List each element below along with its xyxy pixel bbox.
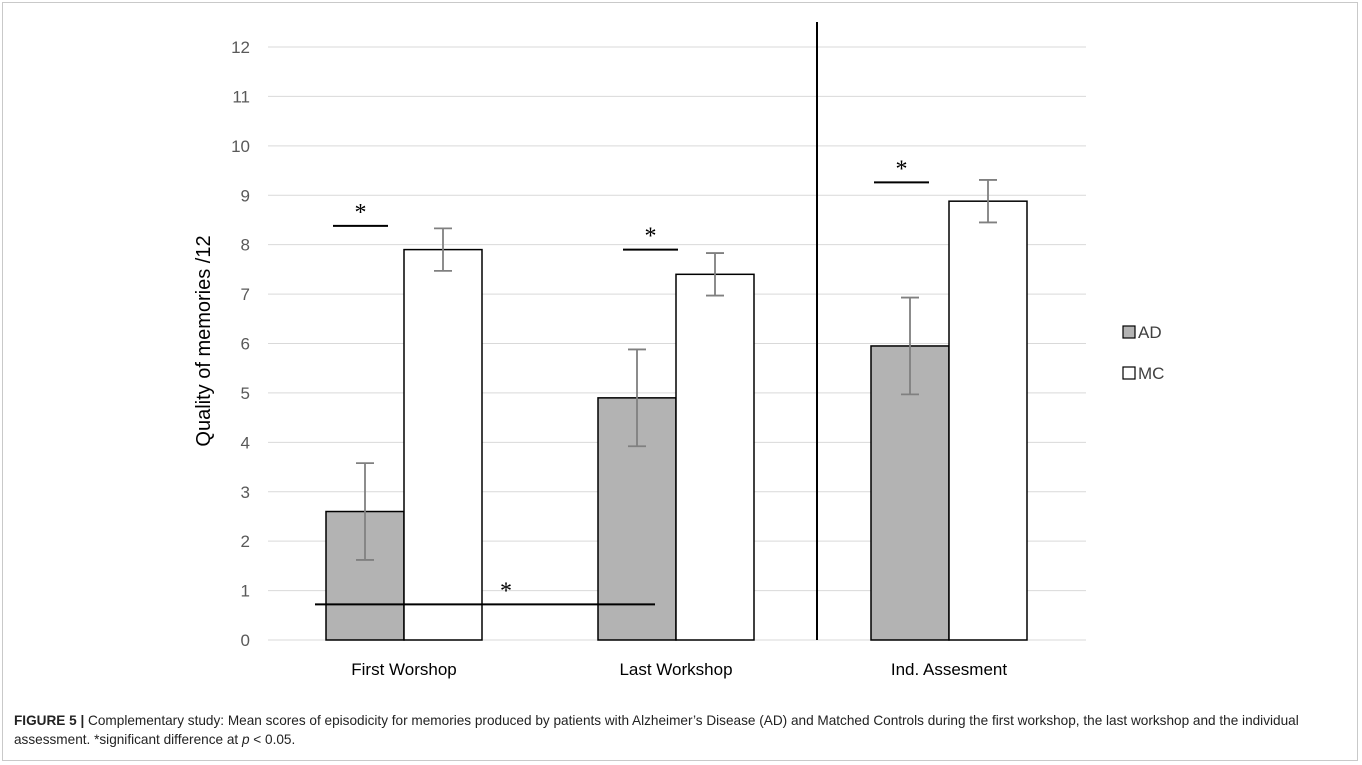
legend: AD MC [1122,323,1164,383]
caption-text: Complementary study: Mean scores of epis… [14,713,1299,747]
legend-label-mc: MC [1138,364,1164,383]
y-tick-label: 11 [232,87,250,106]
bar-mc [675,273,755,641]
bar-mc [403,248,483,641]
legend-label-ad: AD [1138,323,1162,342]
y-tick-label: 2 [241,532,250,551]
caption-text-end: < 0.05. [249,732,296,747]
significance-star: * [355,200,367,226]
bar-ad [325,510,405,641]
y-tick-label: 9 [241,186,250,205]
y-axis-title: Quality of memories /12 [193,235,215,446]
y-tick-label: 3 [241,483,250,502]
x-category-label: First Worshop [351,660,457,679]
y-tick-label: 8 [241,236,250,255]
figure-caption: FIGURE 5 | Complementary study: Mean sco… [14,711,1344,749]
y-tick-label: 12 [231,38,250,57]
caption-text-main: Complementary study: Mean scores of epis… [14,713,1299,747]
y-tick-label: 6 [241,335,250,354]
significance-markers: * * * * [315,156,929,606]
legend-swatch-ad [1122,325,1136,339]
caption-p-symbol: p [241,732,250,747]
error-bars [356,179,997,561]
bar-mc [948,200,1028,641]
x-category-label: Ind. Assesment [891,660,1008,679]
caption-label: FIGURE 5 | [14,713,85,728]
y-tick-label: 4 [241,433,250,452]
y-tick-label: 0 [241,631,250,650]
legend-swatch-mc [1122,366,1136,380]
y-tick-label: 1 [241,582,250,601]
significance-star: * [500,578,512,604]
y-tick-label: 5 [241,384,250,403]
bars [325,200,1028,641]
y-tick-label: 7 [241,285,250,304]
x-axis-categories: First Worshop Last Workshop Ind. Assesment [351,660,1007,679]
y-tick-label: 10 [231,137,250,156]
x-category-label: Last Workshop [619,660,732,679]
significance-star: * [645,224,657,250]
significance-star: * [896,156,908,182]
